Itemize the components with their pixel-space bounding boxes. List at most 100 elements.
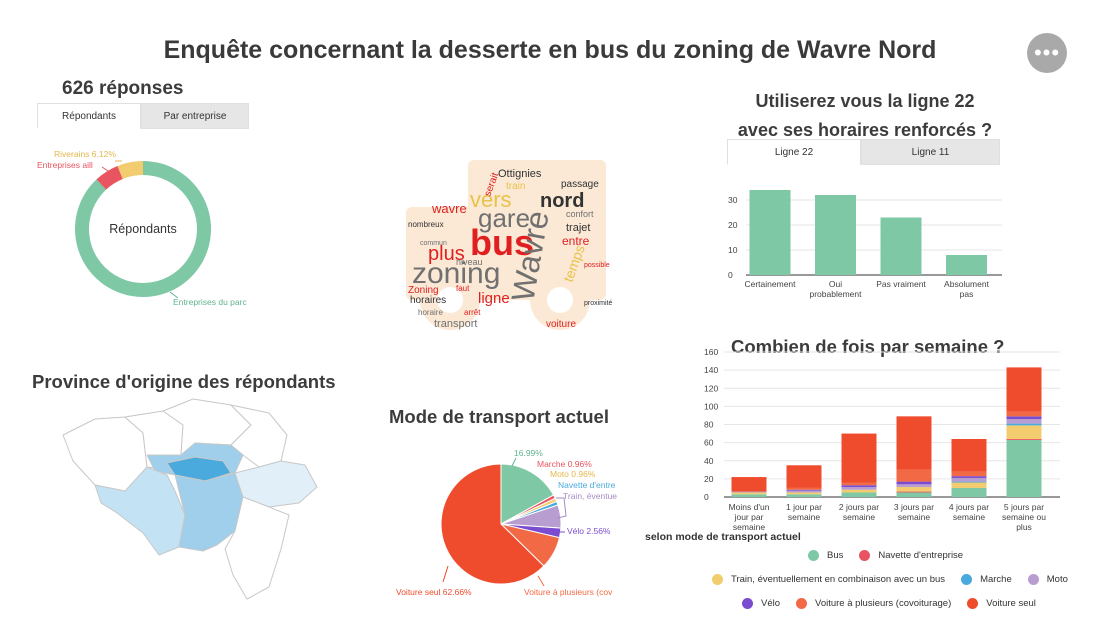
word-cloud-word: nord [540,190,584,212]
frequence-legend-item[interactable]: Voiture seul [967,598,1036,609]
ligne22-bar[interactable] [815,195,856,275]
frequence-legend-item[interactable]: Navette d'entreprise [859,550,963,561]
frequence-x-tick: 5 jours par [1004,502,1044,512]
frequence-y-tick: 100 [704,401,718,411]
frequence-bar-segment[interactable] [731,492,767,495]
legend-label: Voiture seul [986,598,1036,609]
more-horizontal-icon: ••• [1033,40,1061,65]
frequence-bar-segment[interactable] [951,481,987,483]
pie-slice[interactable] [440,463,545,585]
frequence-x-tick: semaine [788,512,820,522]
frequence-bar-segment[interactable] [951,476,987,478]
frequence-bar-segment[interactable] [786,465,822,488]
ligne22-bar[interactable] [880,217,922,276]
donut-slice[interactable] [117,161,143,179]
frequence-legend-item[interactable]: Vélo [742,598,780,609]
frequence-bar-segment[interactable] [1006,411,1042,417]
pie-slice-label: 16.99% [514,448,543,458]
word-cloud-word: nombreux [408,220,444,229]
frequence-bar-segment[interactable] [731,491,767,493]
pie-slice-label: Navette d'entre [558,480,616,490]
frequence-bar-segment[interactable] [896,491,932,493]
frequence-bar-segment[interactable] [731,494,767,497]
frequence-legend-item[interactable]: Moto [1027,574,1068,585]
frequence-bar-segment[interactable] [786,487,822,490]
more-options-button[interactable]: ••• [1027,33,1067,73]
word-cloud-word: confort [566,209,594,219]
tab-repondants[interactable]: Répondants [37,103,141,129]
frequence-x-tick: 3 jours par [894,502,934,512]
pie-leader-line [556,497,567,519]
frequence-bar-segment[interactable] [841,485,877,488]
pie-slice[interactable] [500,463,555,525]
responses-count: 626 réponses [62,78,184,99]
frequence-bar-segment[interactable] [951,471,987,477]
donut-leader-line [101,166,109,172]
frequence-bar-segment[interactable] [1006,439,1042,440]
frequence-y-tick: 60 [704,438,714,448]
frequence-legend-item[interactable]: Voiture à plusieurs (covoiturage) [796,598,951,609]
tab-par-entreprise[interactable]: Par entreprise [141,103,249,129]
frequence-bar-segment[interactable] [951,482,987,488]
donut-center-label: Répondants [109,222,176,236]
legend-swatch [742,598,753,609]
tab-ligne-11[interactable]: Ligne 11 [861,139,1000,165]
ligne22-title-line-1: Utiliserez vous la ligne 22 [755,91,975,111]
frequence-bar-segment[interactable] [786,490,822,493]
ligne-tabs: Ligne 22 Ligne 11 [727,139,1000,165]
frequence-y-tick: 0 [704,492,709,502]
frequence-bar-segment[interactable] [786,489,822,491]
frequence-bar-segment[interactable] [1006,439,1042,497]
frequence-bar-segment[interactable] [841,482,877,486]
legend-label: Moto [1046,574,1068,585]
frequence-bar-segment[interactable] [786,492,822,495]
frequence-legend-item[interactable]: Train, éventuellement en combinaison ave… [712,574,945,585]
pie-leader-line [537,575,545,587]
frequence-bar-segment[interactable] [896,481,932,485]
frequence-bar-segment[interactable] [786,494,822,497]
frequence-bar-segment[interactable] [896,492,932,497]
frequence-bar-segment[interactable] [1006,419,1042,424]
legend-label: Vélo [761,598,781,609]
frequence-bar-segment[interactable] [1006,423,1042,426]
word-cloud-word: Zoning [408,285,439,296]
frequence-bar-segment[interactable] [841,489,877,493]
frequence-bar-segment[interactable] [951,477,987,482]
frequence-bar-segment[interactable] [1006,416,1042,420]
frequence-x-tick: semaine [953,512,985,522]
frequence-y-tick: 140 [704,365,718,375]
frequence-bar-segment[interactable] [841,492,877,497]
frequence-x-tick: semaine ou [1002,512,1046,522]
pie-slice-label: Voiture à plusieurs (cov [524,587,613,597]
legend-swatch [712,574,723,585]
ligne22-bar[interactable] [946,255,987,275]
frequence-bar-segment[interactable] [896,487,932,492]
frequence-bar-segment[interactable] [731,477,767,492]
frequence-legend-item[interactable]: Bus [808,550,843,561]
word-cloud-word: passage [561,179,599,190]
frequence-bar-segment[interactable] [896,469,932,482]
frequence-bar-segment[interactable] [1006,367,1042,412]
bus-silhouette [406,160,606,330]
donut-slice[interactable] [96,165,123,190]
word-cloud-word: wavre [431,201,467,216]
ligne22-bar[interactable] [749,190,791,275]
frequence-bar-segment[interactable] [1006,425,1042,439]
frequence-bar-segment[interactable] [841,433,877,483]
tab-ligne-22[interactable]: Ligne 22 [727,139,861,165]
legend-swatch [808,550,819,561]
frequence-legend-item[interactable]: Marche [961,574,1012,585]
frequence-bar-segment[interactable] [951,439,987,472]
frequence-bar-segment[interactable] [951,487,987,497]
province-map [62,398,318,600]
legend-swatch [967,598,979,609]
word-cloud-word: entre [562,234,590,248]
respondents-donut-chart: Répondants Riverains 6.12%Entreprises ail… [37,149,247,307]
frequence-bar-segment[interactable] [896,416,932,470]
frequence-bar-segment[interactable] [896,484,932,488]
frequence-bar-segment[interactable] [841,487,877,490]
word-cloud-word: voiture [546,319,576,330]
legend-swatch [859,550,871,561]
